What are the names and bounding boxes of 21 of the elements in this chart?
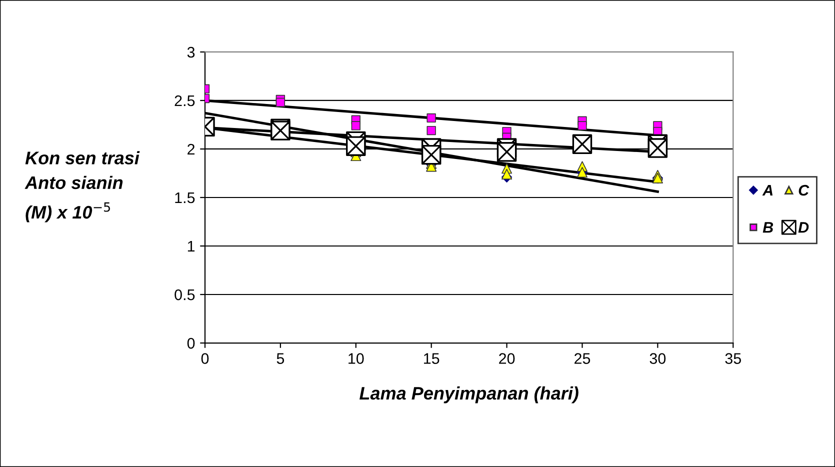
legend-label: A [762,185,773,196]
y-tick-label: 1 [188,241,195,252]
legend-label: B [762,222,774,233]
y-tick-label: 3 [187,46,195,58]
x-axis-title: Lama Penyimpanan (hari) [360,386,578,404]
x-tick-label: 5 [276,353,284,364]
x-tick-label: 30 [650,353,666,364]
y-tick-label: 0.5 [174,289,195,300]
x-tick-label: 15 [424,353,440,364]
x-tick-label: 20 [499,353,515,364]
x-tick-label: 25 [574,353,590,364]
legend-label: D [798,222,809,233]
legend-label: C [798,184,810,196]
x-tick-label: 10 [348,353,364,364]
y-tick-label: 2 [188,144,195,155]
y-tick-label: 0 [187,338,195,349]
y-axis-title: Kon sen trasi Anto sianin (M) x 10$^{−5}$ [24,151,140,222]
y-tick-label: 2.5 [174,95,195,106]
y-tick-label: 1.5 [175,192,195,204]
x-tick-label: 35 [725,353,741,364]
x-tick-label: 0 [201,353,209,364]
